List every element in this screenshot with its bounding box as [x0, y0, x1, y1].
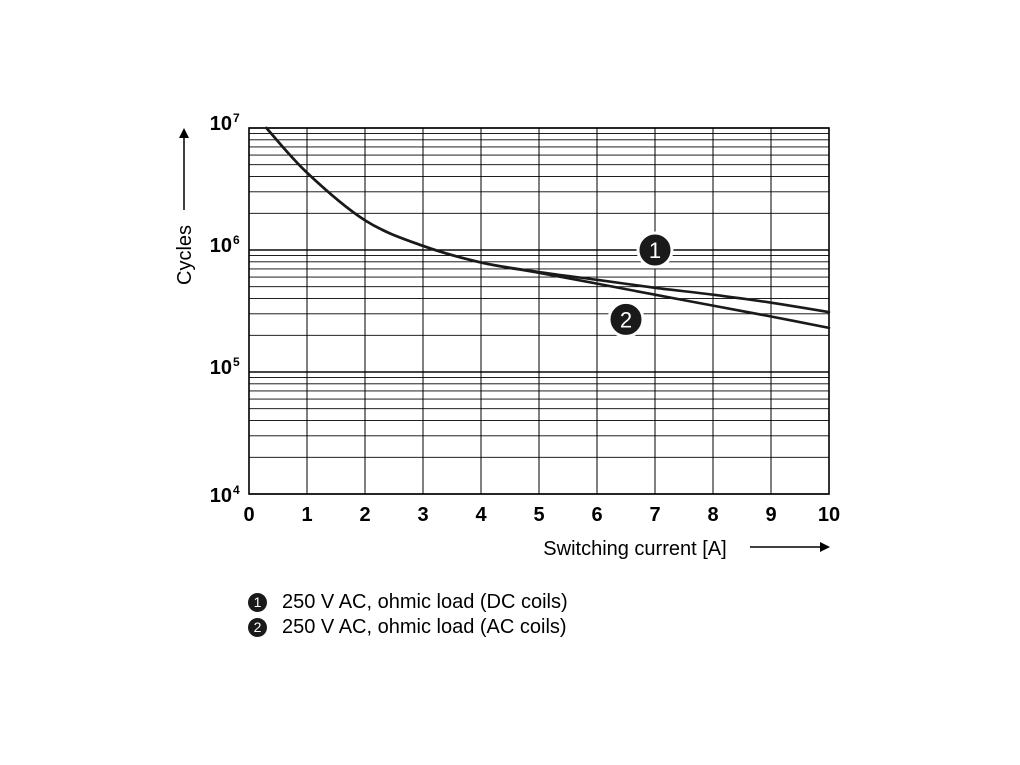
legend-badge-icon: 1 — [248, 593, 267, 612]
x-tick-label: 5 — [533, 504, 544, 526]
x-tick-label: 4 — [475, 504, 487, 526]
series-line-2 — [265, 126, 831, 330]
series-marker-label: 2 — [620, 307, 632, 332]
y-tick-exponent: 6 — [233, 233, 240, 247]
x-tick-label: 1 — [301, 504, 312, 526]
chart-series — [265, 126, 831, 330]
y-tick-exponent: 5 — [233, 355, 240, 369]
legend-badge-icon: 2 — [248, 618, 267, 637]
chart-legend: 1 250 V AC, ohmic load (DC coils) 2 250 … — [248, 590, 568, 640]
legend-label: 250 V AC, ohmic load (AC coils) — [282, 616, 567, 638]
x-tick-label: 8 — [707, 504, 718, 526]
legend-item: 2 250 V AC, ohmic load (AC coils) — [248, 615, 568, 640]
y-tick-label: 10 — [210, 113, 232, 135]
y-tick-label: 10 — [210, 357, 232, 379]
x-tick-label: 7 — [649, 504, 660, 526]
legend-item: 1 250 V AC, ohmic load (DC coils) — [248, 590, 568, 615]
chart-grid — [248, 127, 830, 495]
x-axis-title: Switching current [A] — [543, 538, 830, 560]
x-tick-label: 9 — [765, 504, 776, 526]
series-marker-2-icon — [607, 300, 645, 338]
x-tick-label: 6 — [591, 504, 602, 526]
y-axis-title: Cycles — [174, 128, 196, 285]
x-tick-labels: 0 1 2 3 4 5 6 7 8 9 10 — [243, 504, 840, 526]
y-tick-exponent: 7 — [233, 111, 240, 125]
y-tick-label: 10 — [210, 235, 232, 257]
y-axis-label: Cycles — [174, 225, 196, 285]
series-marker-label: 1 — [649, 238, 661, 263]
y-tick-exponent: 4 — [233, 483, 240, 497]
series-marker-1-icon — [636, 231, 674, 269]
legend-label: 250 V AC, ohmic load (DC coils) — [282, 591, 568, 613]
x-tick-label: 0 — [243, 504, 254, 526]
x-tick-label: 10 — [818, 504, 840, 526]
x-axis-label: Switching current [A] — [543, 538, 726, 560]
x-tick-label: 3 — [417, 504, 428, 526]
x-tick-label: 2 — [359, 504, 370, 526]
series-markers: 12 — [607, 231, 674, 338]
series-line-1 — [265, 126, 831, 314]
y-tick-label: 10 — [210, 485, 232, 507]
